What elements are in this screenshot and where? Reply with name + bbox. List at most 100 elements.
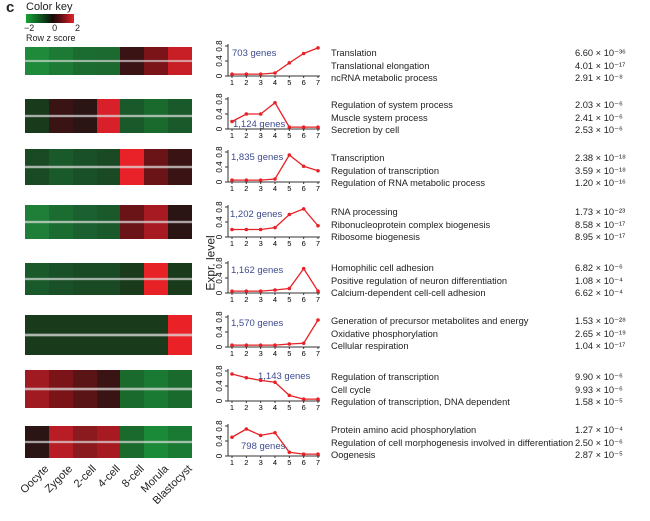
go-term: Secretion by cell: [331, 125, 400, 135]
p-value: 2.65 × 10⁻¹⁹: [575, 328, 627, 339]
data-point: [316, 397, 320, 401]
x-tick-label: 6: [302, 239, 306, 248]
data-point: [287, 153, 292, 157]
x-tick-label: 3: [259, 239, 263, 248]
data-point: [301, 125, 306, 129]
x-tick-label: 5: [287, 295, 291, 304]
data-point: [273, 100, 277, 105]
color-key-gradient: [26, 14, 74, 23]
y-tick-label: 0.8: [215, 365, 224, 377]
heatmap-cluster: [25, 205, 193, 239]
x-tick-label: 3: [259, 78, 263, 87]
x-tick-label: 1: [230, 458, 234, 467]
go-term: RNA processing: [331, 207, 398, 217]
x-tick-label: 5: [287, 131, 291, 140]
data-point: [273, 177, 277, 181]
x-tick-label: 3: [259, 458, 263, 467]
go-term: Transcription: [331, 153, 385, 163]
heatmap-cell: [120, 99, 145, 133]
x-tick-label: 7: [316, 131, 320, 140]
data-point: [230, 178, 234, 182]
heatmap-cell: [48, 315, 73, 355]
heatmap-cell: [120, 205, 145, 239]
heatmap-cell: [48, 47, 73, 75]
y-tick-label: 0.8: [215, 93, 224, 105]
x-tick-label: 4: [273, 239, 277, 248]
x-tick-label: 1: [230, 295, 234, 304]
x-tick-label: 3: [259, 131, 263, 140]
go-term: Translational elongation: [331, 60, 430, 71]
cluster-line-plot: 0 0.4 0.8 1 2 3 4 5 6 7: [215, 420, 320, 467]
p-value: 2.38 × 10⁻¹⁸: [575, 153, 626, 163]
go-term: ncRNA metabolic process: [331, 73, 438, 83]
data-point: [301, 266, 306, 271]
data-point: [287, 61, 292, 65]
heatmap-cell: [48, 205, 73, 239]
y-tick-label: 0: [215, 179, 224, 184]
go-term: Oogenesis: [331, 450, 376, 460]
y-tick-label: 0.4: [215, 216, 224, 228]
y-tick-label: 0: [215, 126, 224, 131]
data-point: [258, 72, 263, 76]
x-tick-label: 7: [316, 239, 320, 248]
p-value: 1.73 × 10⁻²³: [575, 207, 626, 217]
data-point: [301, 51, 306, 56]
data-point: [316, 168, 320, 173]
heatmap-cell: [25, 149, 49, 185]
x-tick-label: 1: [230, 184, 234, 193]
data-point: [244, 72, 249, 76]
heatmap-cell: [144, 205, 169, 239]
heatmap-cell: [72, 205, 97, 239]
go-term: Muscle system process: [331, 112, 428, 123]
heatmap-cell: [120, 315, 145, 355]
data-point: [273, 71, 277, 75]
y-tick-label: 0.4: [215, 380, 224, 392]
heatmap-cell: [72, 370, 97, 408]
heatmap-cell: [25, 47, 49, 75]
y-tick-label: 0: [215, 453, 224, 458]
x-tick-label: 6: [302, 349, 306, 358]
x-tick-label: 7: [316, 295, 320, 304]
panel-letter: c: [6, 0, 15, 16]
heatmap-cell: [72, 263, 97, 295]
series-line: [232, 47, 319, 75]
x-tick-label: 4: [273, 131, 277, 140]
color-key-subtitle: Row z score: [26, 33, 76, 43]
p-value: 1.08 × 10⁻⁴: [575, 275, 623, 286]
gene-count-label: 703 genes: [232, 48, 277, 59]
x-tick-label: 2: [244, 458, 248, 467]
heatmap-cell: [25, 205, 49, 239]
x-tick-label: 2: [244, 403, 248, 412]
heatmap-cluster: [25, 47, 193, 75]
data-point: [301, 341, 306, 346]
heatmap-cell: [168, 47, 193, 75]
p-value: 6.60 × 10⁻³⁶: [575, 48, 626, 58]
go-term: Protein amino acid phosphorylation: [331, 425, 477, 435]
x-tick-label: 3: [259, 184, 263, 193]
data-point: [287, 342, 292, 346]
heatmap-cell: [96, 426, 121, 458]
heatmap-cluster: [25, 99, 193, 133]
y-tick-label: 0.4: [215, 326, 224, 338]
x-tick-label: 1: [230, 131, 234, 140]
x-tick-label: 6: [302, 78, 306, 87]
color-key-tick: 0: [52, 23, 58, 33]
color-key-title: Color key: [26, 1, 73, 13]
heatmap-cell: [168, 370, 193, 408]
heatmap-cell: [120, 370, 145, 408]
heatmap-cell: [25, 315, 49, 355]
data-point: [287, 212, 292, 217]
data-point: [244, 375, 249, 380]
color-key-tick: −2: [24, 23, 35, 33]
x-tick-label: 2: [244, 78, 248, 87]
p-value: 2.50 × 10⁻⁶: [575, 437, 623, 448]
gene-count-label: 1,835 genes: [231, 152, 284, 163]
y-tick-label: 0.4: [215, 161, 224, 173]
gene-count-label: 1,570 genes: [231, 318, 284, 329]
data-point: [316, 318, 320, 322]
heatmap-cell: [168, 99, 193, 133]
x-tick-label: 4: [273, 349, 277, 358]
data-point: [244, 343, 249, 347]
heatmap-cell: [72, 149, 97, 185]
y-tick-label: 0: [215, 344, 224, 349]
